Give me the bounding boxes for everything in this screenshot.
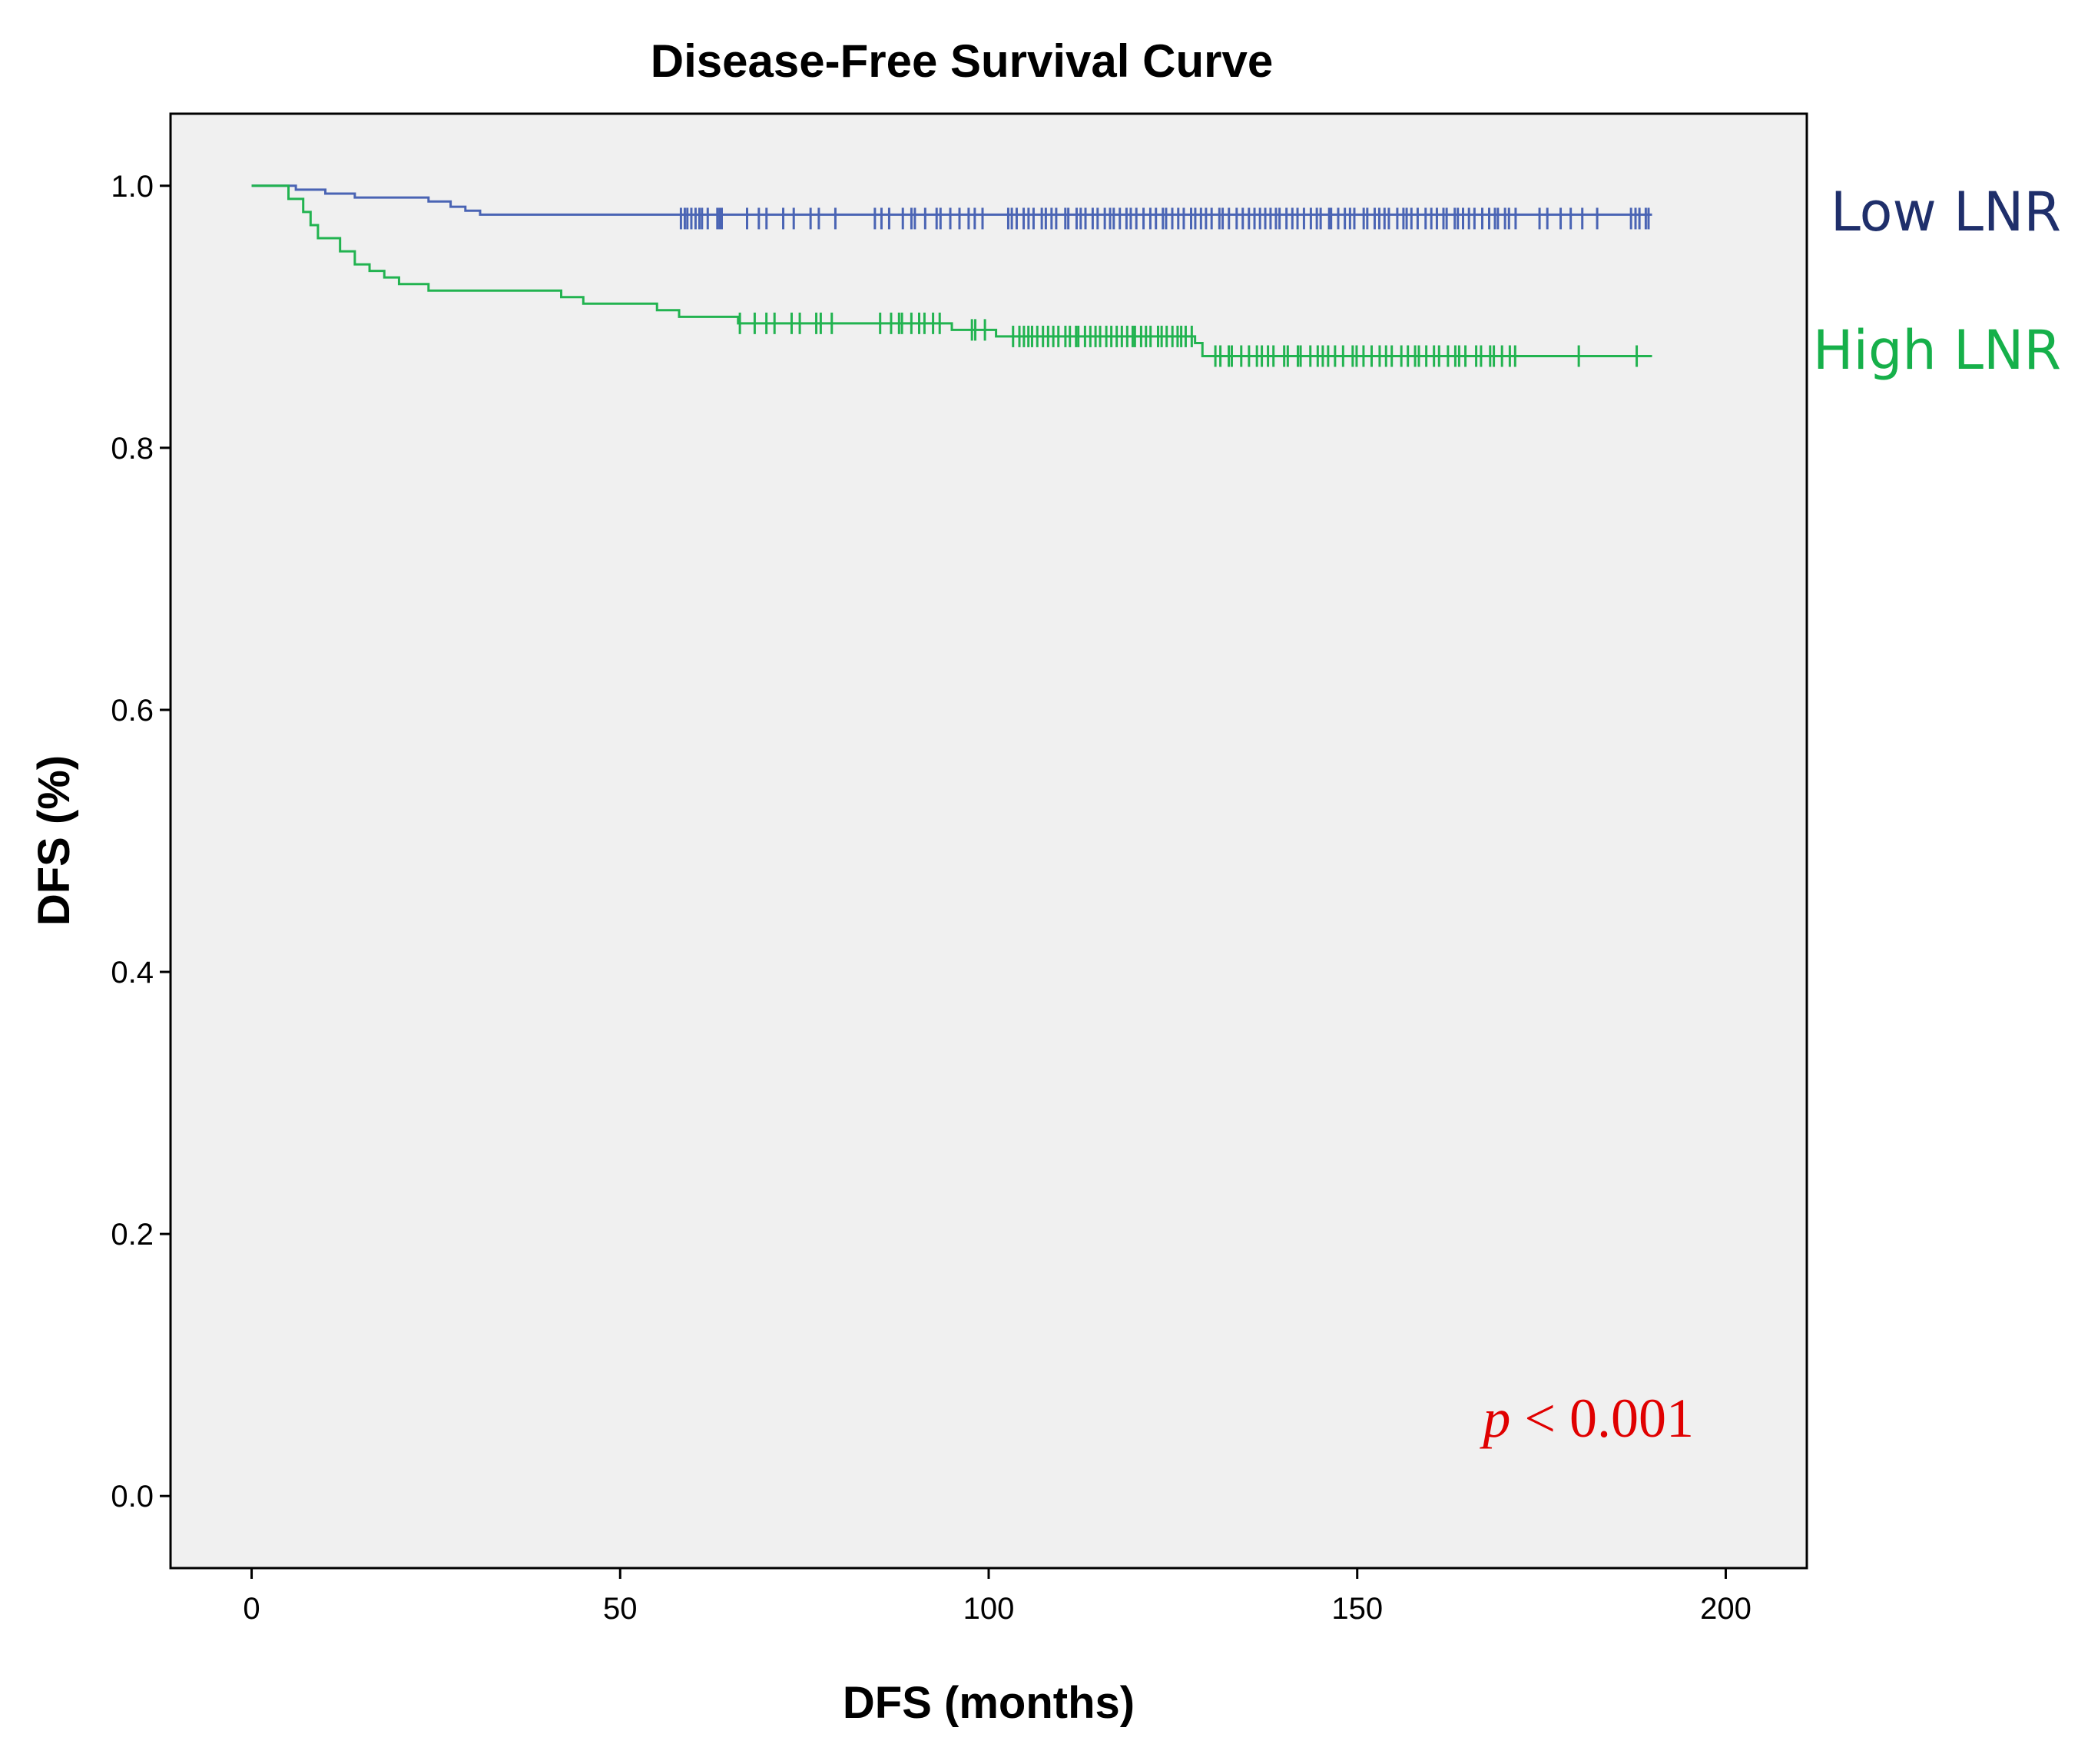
y-axis: 0.0 0.2 0.4 0.6 0.8 1.0 bbox=[111, 170, 171, 1514]
p-value-annotation: p < 0.001 bbox=[1479, 1388, 1694, 1449]
y-tick-label: 0.8 bbox=[111, 432, 154, 466]
p-value-text: < 0.001 bbox=[1510, 1388, 1694, 1449]
survival-line bbox=[251, 184, 1652, 216]
plot-area bbox=[169, 112, 1808, 1570]
legend: Low LNR High LNR bbox=[1813, 181, 2061, 382]
series-layer bbox=[251, 184, 1652, 367]
survival-line bbox=[251, 184, 1652, 357]
x-axis-label: DFS (months) bbox=[843, 1678, 1135, 1728]
y-tick-label: 0.0 bbox=[111, 1480, 154, 1514]
chart-title: Disease-Free Survival Curve bbox=[651, 35, 1273, 87]
y-tick-label: 0.4 bbox=[111, 956, 154, 990]
legend-label: High LNR bbox=[1813, 319, 2061, 382]
x-tick-label: 100 bbox=[963, 1592, 1015, 1626]
x-axis: 0 50 100 150 200 bbox=[243, 1568, 1752, 1626]
legend-label: Low LNR bbox=[1831, 181, 2061, 244]
x-tick-label: 200 bbox=[1700, 1592, 1752, 1626]
y-tick-label: 0.2 bbox=[111, 1218, 154, 1252]
y-tick-label: 0.6 bbox=[111, 694, 154, 728]
x-tick-label: 150 bbox=[1331, 1592, 1383, 1626]
x-tick-label: 50 bbox=[603, 1592, 638, 1626]
series-low-lnr bbox=[251, 184, 1652, 230]
p-value-symbol: p bbox=[1479, 1388, 1510, 1449]
series-high-lnr bbox=[251, 184, 1652, 367]
x-tick-label: 0 bbox=[243, 1592, 260, 1626]
y-tick-label: 1.0 bbox=[111, 170, 154, 204]
y-axis-label: DFS (%) bbox=[29, 755, 79, 926]
